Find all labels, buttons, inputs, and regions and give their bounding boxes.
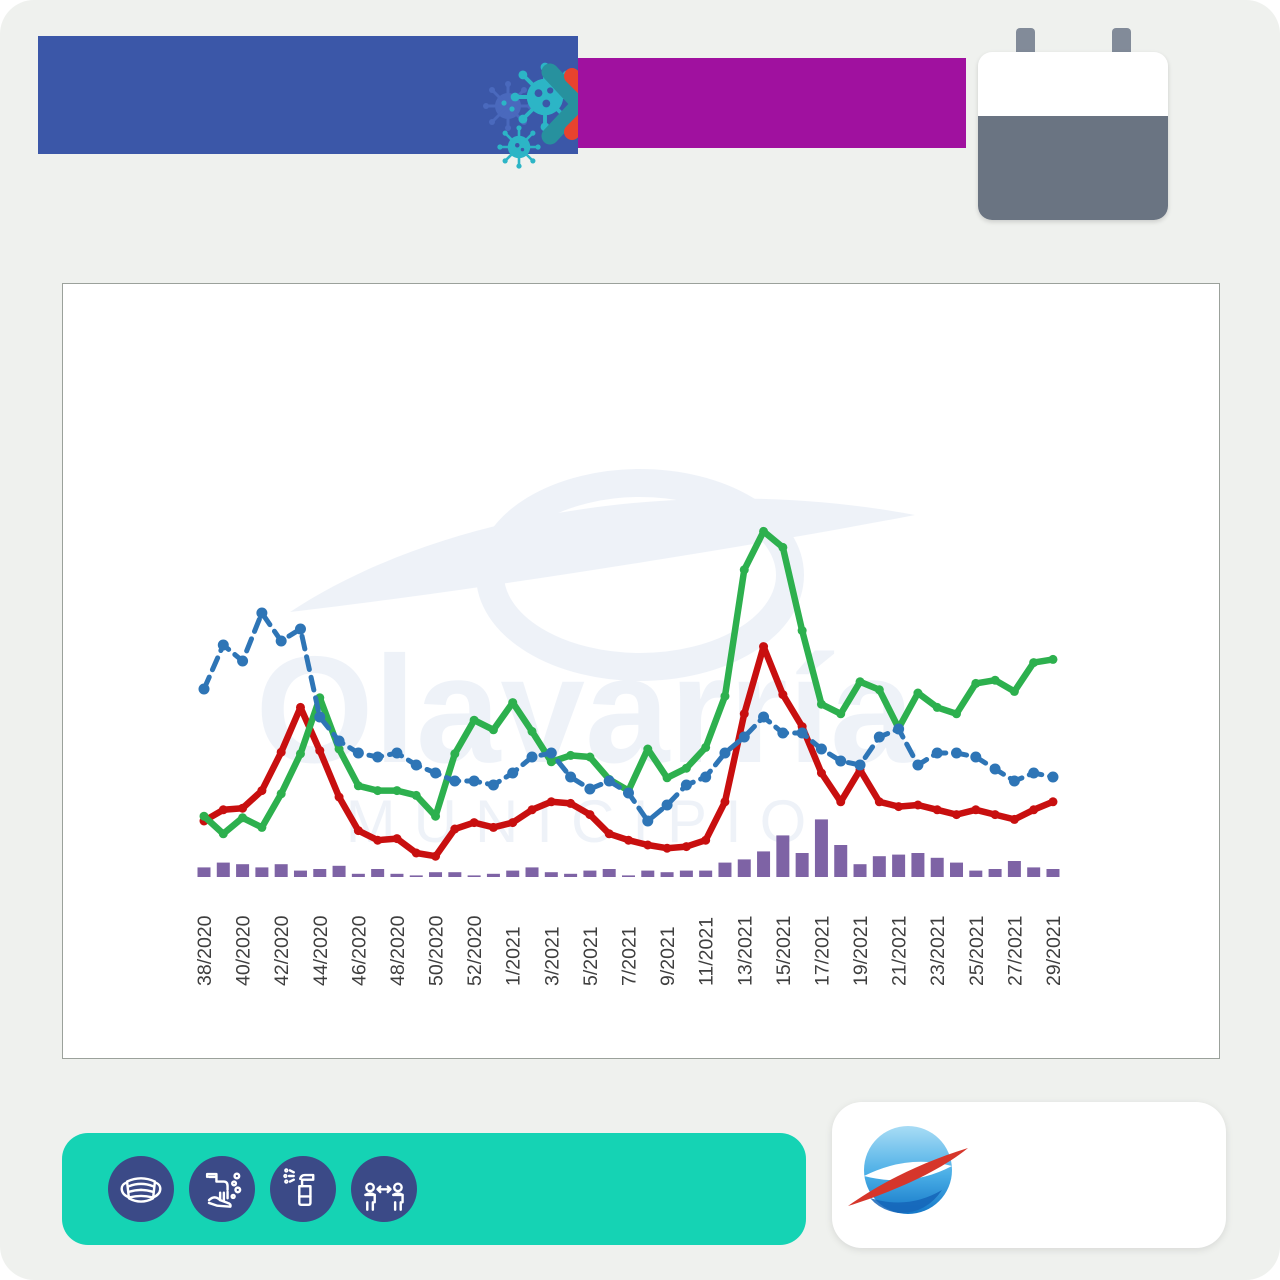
olavarria-globe-icon — [848, 1126, 968, 1214]
virus-icon — [497, 125, 541, 169]
protocol-icons-bar — [62, 1133, 806, 1245]
svg-text:42/2020: 42/2020 — [271, 915, 293, 986]
svg-text:17/2021: 17/2021 — [811, 916, 833, 987]
svg-text:40/2020: 40/2020 — [233, 915, 255, 986]
svg-text:7/2021: 7/2021 — [618, 926, 640, 986]
svg-text:52/2020: 52/2020 — [464, 915, 486, 986]
svg-text:11/2021: 11/2021 — [696, 917, 718, 986]
svg-text:27/2021: 27/2021 — [1004, 916, 1026, 987]
svg-text:15/2021: 15/2021 — [773, 916, 795, 987]
svg-text:46/2020: 46/2020 — [348, 915, 370, 986]
coronavirus-banner — [38, 36, 580, 169]
svg-text:5/2021: 5/2021 — [580, 926, 602, 986]
svg-text:48/2020: 48/2020 — [387, 915, 409, 986]
svg-text:13/2021: 13/2021 — [734, 916, 756, 987]
svg-text:29/2021: 29/2021 — [1043, 916, 1065, 987]
svg-text:50/2020: 50/2020 — [426, 915, 448, 986]
svg-text:44/2020: 44/2020 — [310, 915, 332, 986]
municipality-logo — [832, 1102, 1226, 1248]
svg-text:38/2020: 38/2020 — [194, 915, 216, 986]
hand-washing-icon — [189, 1156, 255, 1222]
svg-text:23/2021: 23/2021 — [927, 916, 949, 987]
svg-text:3/2021: 3/2021 — [541, 926, 563, 986]
disinfectant-spray-icon — [270, 1156, 336, 1222]
svg-text:21/2021: 21/2021 — [889, 916, 911, 987]
svg-text:19/2021: 19/2021 — [850, 916, 872, 987]
informe-banner — [578, 58, 966, 148]
social-distance-icon — [351, 1156, 417, 1222]
face-mask-icon — [108, 1156, 174, 1222]
calendar-day — [978, 116, 1168, 220]
svg-text:1/2021: 1/2021 — [503, 926, 525, 986]
calendar-icon — [978, 52, 1168, 220]
svg-text:9/2021: 9/2021 — [657, 926, 679, 986]
svg-text:25/2021: 25/2021 — [966, 916, 988, 987]
